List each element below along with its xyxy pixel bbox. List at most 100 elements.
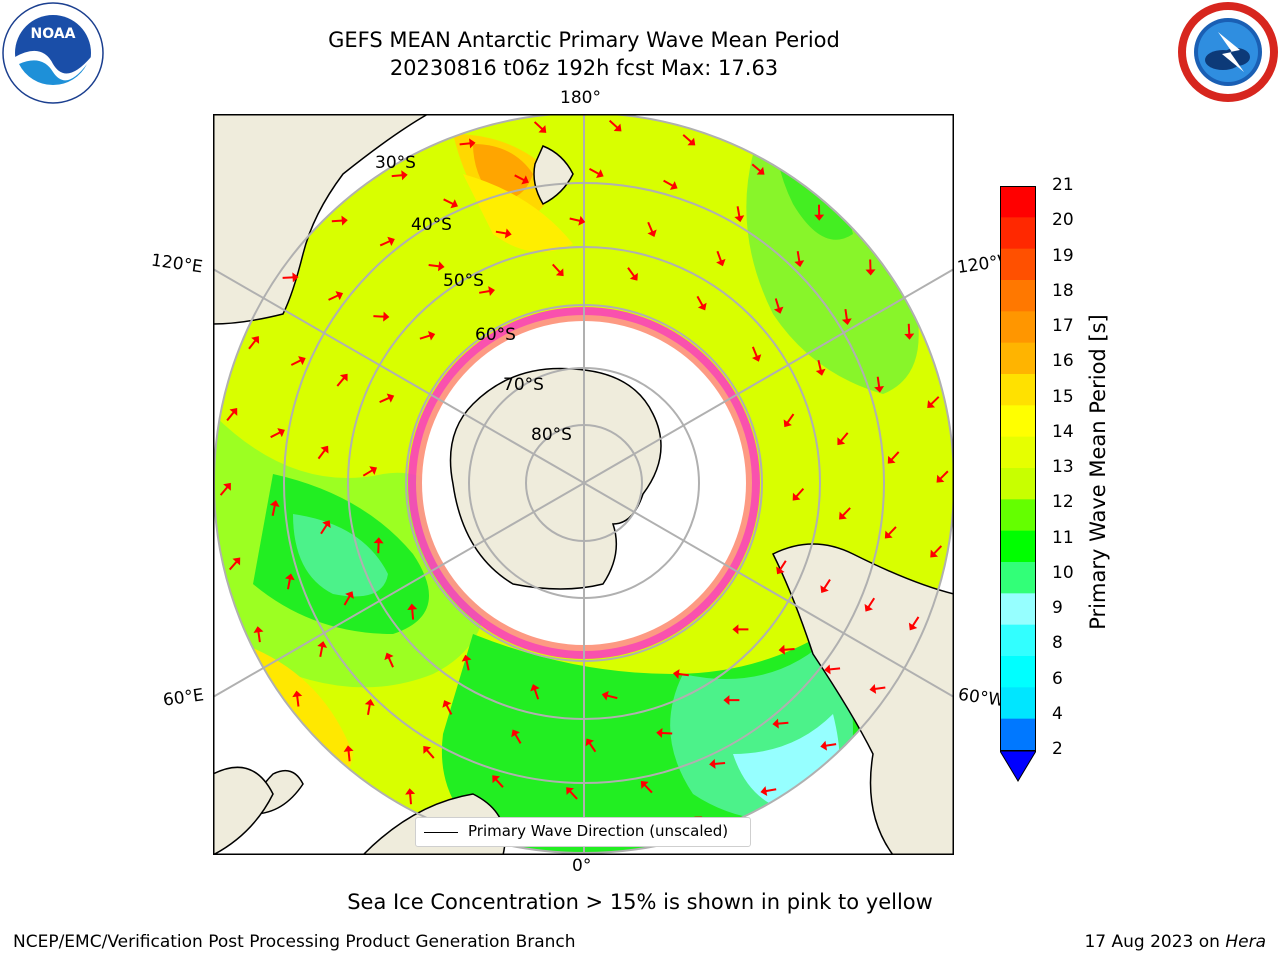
wave-direction-arrow xyxy=(794,251,805,267)
legend-label: Primary Wave Direction (unscaled) xyxy=(468,822,729,840)
colorbar-tick-label: 4 xyxy=(1052,703,1063,724)
wave-direction-arrow xyxy=(317,445,329,460)
colorbar-tick-label: 11 xyxy=(1052,527,1074,548)
wave-direction-arrow xyxy=(709,758,726,769)
wave-direction-arrow xyxy=(269,500,280,516)
wave-direction-arrow xyxy=(887,451,900,464)
wave-direction-arrow xyxy=(682,134,696,146)
colorbar-tick-label: 18 xyxy=(1052,280,1074,301)
noaa-logo: NOAA xyxy=(2,2,104,104)
colorbar-label: Primary Wave Mean Period [s] xyxy=(1086,314,1110,630)
wave-direction-arrow xyxy=(405,788,416,805)
wave-direction-arrow xyxy=(292,690,303,707)
footer-machine: Hera xyxy=(1225,932,1266,952)
colorbar-bin xyxy=(1000,217,1036,250)
wave-direction-arrow xyxy=(459,138,476,149)
wave-direction-arrow xyxy=(566,787,578,800)
wave-direction-arrow xyxy=(865,259,876,276)
wave-direction-arrow xyxy=(343,591,354,606)
wave-direction-arrow xyxy=(773,298,784,314)
wave-direction-arrow xyxy=(608,119,622,132)
wave-direction-arrow xyxy=(824,664,841,675)
wave-direction-arrow xyxy=(379,236,395,247)
wave-direction-arrow xyxy=(373,537,384,554)
colorbar-bin xyxy=(1000,624,1036,657)
wave-direction-arrow xyxy=(783,413,795,428)
footer-date-text: 17 Aug 2023 on xyxy=(1084,932,1226,952)
wave-direction-arrow xyxy=(428,261,445,272)
wave-direction-arrow xyxy=(495,228,512,239)
colorbar-bin xyxy=(1000,687,1036,720)
colorbar-tick-label: 20 xyxy=(1052,210,1074,231)
colorbar-tick-label: 15 xyxy=(1052,386,1074,407)
wave-direction-arrow xyxy=(423,746,435,759)
wave-direction-arrow xyxy=(331,215,348,226)
colorbar-tick-label: 17 xyxy=(1052,316,1074,336)
lon-label-0: 0° xyxy=(572,856,592,876)
svg-text:NOAA: NOAA xyxy=(31,26,76,42)
wave-direction-arrow xyxy=(320,520,331,535)
wave-direction-arrow xyxy=(461,654,472,671)
colorbar-tick-label: 16 xyxy=(1052,351,1074,372)
antarctica xyxy=(449,367,662,590)
lon-label-120e: 120°E xyxy=(149,250,204,278)
wave-direction-arrow xyxy=(930,545,943,558)
wave-direction-arrow xyxy=(569,215,586,226)
wave-direction-arrow xyxy=(443,198,458,209)
colorbar-tick-label: 19 xyxy=(1052,245,1074,266)
colorbar-bin xyxy=(1000,468,1036,500)
colorbar-bin xyxy=(1000,436,1036,469)
colorbar-bin xyxy=(1000,593,1036,626)
wave-direction-arrow xyxy=(776,560,787,575)
footer-credit: NCEP/EMC/Verification Post Processing Pr… xyxy=(13,932,576,952)
colorbar-tick-label: 21 xyxy=(1052,175,1074,195)
wave-direction-arrow xyxy=(837,432,849,446)
wave-direction-arrow xyxy=(723,695,740,706)
wave-direction-arrow xyxy=(864,597,876,612)
colorbar xyxy=(1000,186,1036,782)
wave-direction-arrow xyxy=(751,163,765,175)
colorbar-bin xyxy=(1000,656,1036,688)
colorbar-bin xyxy=(1000,530,1036,563)
wave-direction-arrow xyxy=(820,740,837,751)
wave-direction-arrow xyxy=(364,699,375,715)
wave-direction-arrow xyxy=(492,775,504,788)
colorbar-bin xyxy=(1000,374,1036,406)
wave-direction-arrow xyxy=(815,359,826,376)
lon-label-60w: 60°W xyxy=(956,684,1007,712)
chart-subtitle: 20230816 t06z 192h fcst Max: 17.63 xyxy=(389,56,779,80)
colorbar-bin xyxy=(1000,248,1036,281)
wave-direction-arrow xyxy=(778,644,795,655)
colorbar-tick-label: 2 xyxy=(1052,739,1063,759)
lon-label-60e: 60°E xyxy=(161,685,206,711)
colorbar-bin xyxy=(1000,405,1036,438)
lat-label-30s: 30°S xyxy=(375,153,416,173)
wave-direction-arrow xyxy=(290,356,306,366)
wave-direction-arrow xyxy=(716,250,726,267)
wave-direction-arrow xyxy=(672,669,689,679)
colorbar-tick-label: 8 xyxy=(1052,633,1063,654)
colorbar-tick-label: 10 xyxy=(1052,562,1074,583)
wave-direction-arrow xyxy=(647,221,657,237)
wave-direction-arrow xyxy=(479,286,495,297)
wave-direction-arrow xyxy=(841,309,852,326)
wave-direction-arrow xyxy=(908,616,920,631)
colorbar-bin xyxy=(1000,342,1036,375)
colorbar-tick-label: 9 xyxy=(1052,598,1063,618)
lon-label-180: 180° xyxy=(560,88,601,108)
wave-direction-arrow xyxy=(820,578,831,593)
wave-direction-arrow xyxy=(362,466,378,477)
wave-direction-arrow xyxy=(884,526,897,539)
colorbar-bin xyxy=(1000,186,1036,218)
wave-direction-arrow xyxy=(601,690,618,701)
wave-direction-arrow xyxy=(936,470,949,483)
colorbar-tick-label: 12 xyxy=(1052,492,1074,513)
wave-direction-arrow xyxy=(732,624,749,635)
wave-direction-arrow xyxy=(270,428,285,439)
wave-direction-arrow xyxy=(442,700,453,715)
colorbar-bin xyxy=(1000,718,1036,751)
wave-direction-arrow xyxy=(284,573,295,590)
lat-label-70s: 70°S xyxy=(503,375,544,395)
wave-direction-arrow xyxy=(927,396,940,408)
wave-direction-arrow xyxy=(248,336,260,350)
